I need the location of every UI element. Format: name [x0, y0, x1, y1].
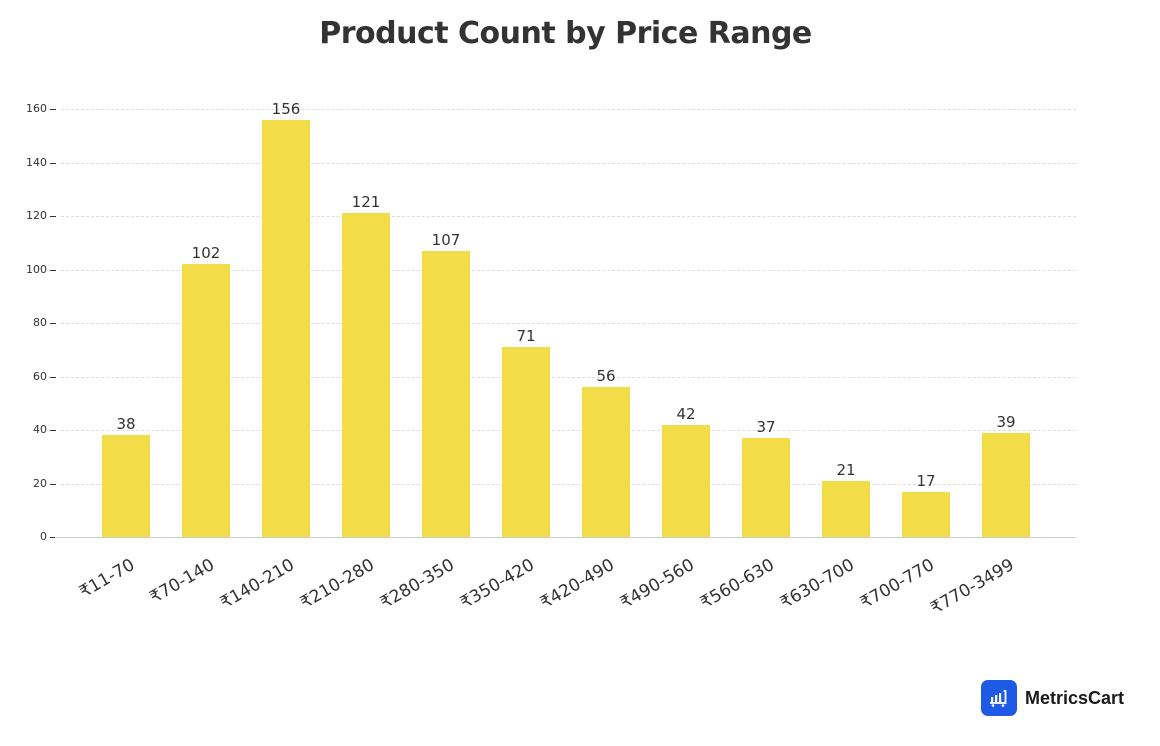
x-tick-label: ₹280-350	[377, 555, 458, 614]
bar	[822, 480, 870, 537]
gridline	[61, 483, 1076, 485]
bar	[902, 491, 950, 537]
y-tick-mark	[50, 483, 56, 485]
x-tick-label: ₹770-3499	[927, 555, 1018, 619]
y-tick-label: 120	[26, 209, 47, 222]
x-tick-label: ₹350-420	[457, 555, 538, 614]
x-tick-label: ₹490-560	[617, 555, 698, 614]
brand-name: MetricsCart	[1025, 687, 1125, 708]
x-tick-label: ₹70-140	[146, 555, 218, 608]
gridline	[61, 269, 1076, 271]
y-tick-mark	[50, 537, 56, 538]
y-tick-label: 80	[33, 316, 47, 329]
bar-value-label: 102	[191, 244, 221, 263]
bar-value-label: 156	[271, 99, 301, 118]
y-tick-mark	[50, 323, 56, 324]
y-tick-mark	[50, 269, 56, 271]
y-tick-label: 140	[26, 155, 47, 169]
y-tick-mark	[50, 216, 56, 217]
bar	[422, 250, 470, 537]
x-axis-line	[55, 537, 1076, 538]
bar-value-label: 121	[351, 193, 381, 212]
bar	[582, 387, 630, 537]
gridline	[61, 323, 1076, 324]
bar-value-label: 107	[431, 230, 461, 249]
bar-value-label: 42	[676, 404, 696, 423]
y-tick-label: 160	[26, 102, 47, 115]
gridline	[61, 376, 1076, 378]
bar	[262, 119, 310, 537]
gridline	[61, 216, 1076, 217]
bar	[662, 424, 710, 537]
y-tick-label: 0	[40, 530, 47, 543]
y-tick-label: 60	[33, 369, 47, 383]
y-tick-mark	[50, 109, 56, 110]
bar-value-label: 71	[516, 327, 536, 346]
y-tick-label: 20	[33, 476, 47, 490]
bar	[102, 435, 150, 537]
y-tick-mark	[50, 162, 56, 164]
bar-value-label: 17	[916, 471, 936, 490]
gridline	[61, 430, 1076, 431]
y-tick-mark	[50, 430, 56, 431]
bar	[742, 438, 790, 537]
x-tick-label: ₹140-210	[217, 555, 298, 614]
chart-title: Product Count by Price Range	[319, 16, 812, 51]
bar-value-label: 37	[756, 418, 776, 437]
x-tick-label: ₹560-630	[697, 555, 778, 614]
bar-value-label: 21	[836, 460, 856, 479]
bar	[982, 432, 1030, 537]
y-tick-label: 40	[33, 423, 47, 436]
brand-logo: MetricsCart	[981, 680, 1124, 716]
x-tick-label: ₹210-280	[297, 555, 378, 614]
y-tick-label: 100	[26, 262, 47, 276]
bar-value-label: 39	[996, 412, 1016, 431]
bar-value-label: 38	[116, 415, 136, 434]
gridline	[61, 109, 1076, 110]
bar	[502, 347, 550, 537]
bar	[342, 213, 390, 537]
gridline	[61, 162, 1076, 164]
bar-value-label: 56	[596, 367, 616, 386]
x-tick-label: ₹700-770	[857, 555, 938, 614]
x-tick-label: ₹420-490	[537, 555, 618, 614]
x-tick-label: ₹11-70	[75, 555, 138, 603]
bar-chart-cart-icon	[981, 680, 1017, 716]
x-tick-label: ₹630-700	[777, 555, 858, 614]
bar	[182, 264, 230, 537]
y-tick-mark	[50, 376, 56, 378]
